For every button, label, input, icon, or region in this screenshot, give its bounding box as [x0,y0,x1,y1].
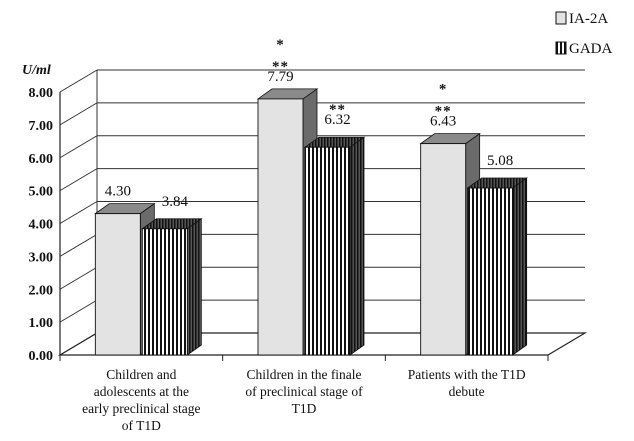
significance-mark: * [439,82,448,98]
category-label: T1D [292,401,317,416]
bar-side [186,217,202,356]
bars [94,88,528,356]
category-label: Children in the finale [246,367,361,382]
y-unit-label: U/ml [22,63,51,78]
gridline-depth [59,266,98,290]
y-tick-label: 3.00 [29,250,54,265]
gridline-depth [59,168,98,192]
value-label: 6.43 [430,114,456,130]
gridline-depth [59,135,98,159]
bar-gada-2 [303,136,366,356]
significance-mark: ** [329,102,346,118]
gridline-depth [59,233,98,257]
y-tick-label: 0.00 [29,349,54,364]
significance-mark: * [276,37,285,53]
y-tick-label: 5.00 [29,185,54,200]
y-tick-label: 4.00 [29,218,54,233]
y-tick-label: 6.00 [29,152,54,167]
category-label: early preclinical stage [82,401,200,416]
value-label: 7.79 [267,69,293,85]
legend-label-ia-2a: IA-2A [569,11,608,27]
category-label: Children and [106,367,176,382]
legend-swatch-gada [555,41,567,55]
bar-side [349,136,365,356]
bar-front [304,146,351,356]
legend: IA-2A GADA [555,11,612,57]
category-label: adolescents at the [94,384,189,399]
gridline-depth [59,201,98,224]
y-tick-label: 1.00 [29,316,54,331]
gridline-depth [59,69,98,93]
value-label: 3.84 [162,194,189,210]
bar-side [512,177,528,356]
y-tick-label: 7.00 [29,119,54,134]
bar-front [94,213,141,356]
gridline-depth [59,299,98,323]
legend-label-gada: GADA [569,41,612,57]
y-tick-label: 8.00 [29,86,54,101]
category-label: of preclinical stage of [245,384,363,399]
bar-front [141,228,188,356]
category-label: of T1D [122,418,161,433]
bar-front [257,98,304,356]
gridline-depth [59,102,98,126]
value-label: 6.32 [324,112,350,128]
value-label: 5.08 [487,153,513,169]
bar-gada-1 [141,217,203,356]
significance-mark: ** [435,104,452,120]
value-label: 4.30 [105,184,131,200]
significance-mark: ** [272,59,289,75]
labels: 0.00 1.00 2.00 3.00 4.00 5.00 6.00 7.00 8.00 U/ml… [22,37,526,433]
legend-swatch-ia-2a [555,11,567,25]
category-label: Patients with the T1D [408,367,526,382]
y-tick-label: 2.00 [29,283,54,298]
category-label: debute [449,384,485,399]
bar-gada-3 [466,177,528,356]
bar-front [420,143,467,356]
bar-front [467,187,514,356]
